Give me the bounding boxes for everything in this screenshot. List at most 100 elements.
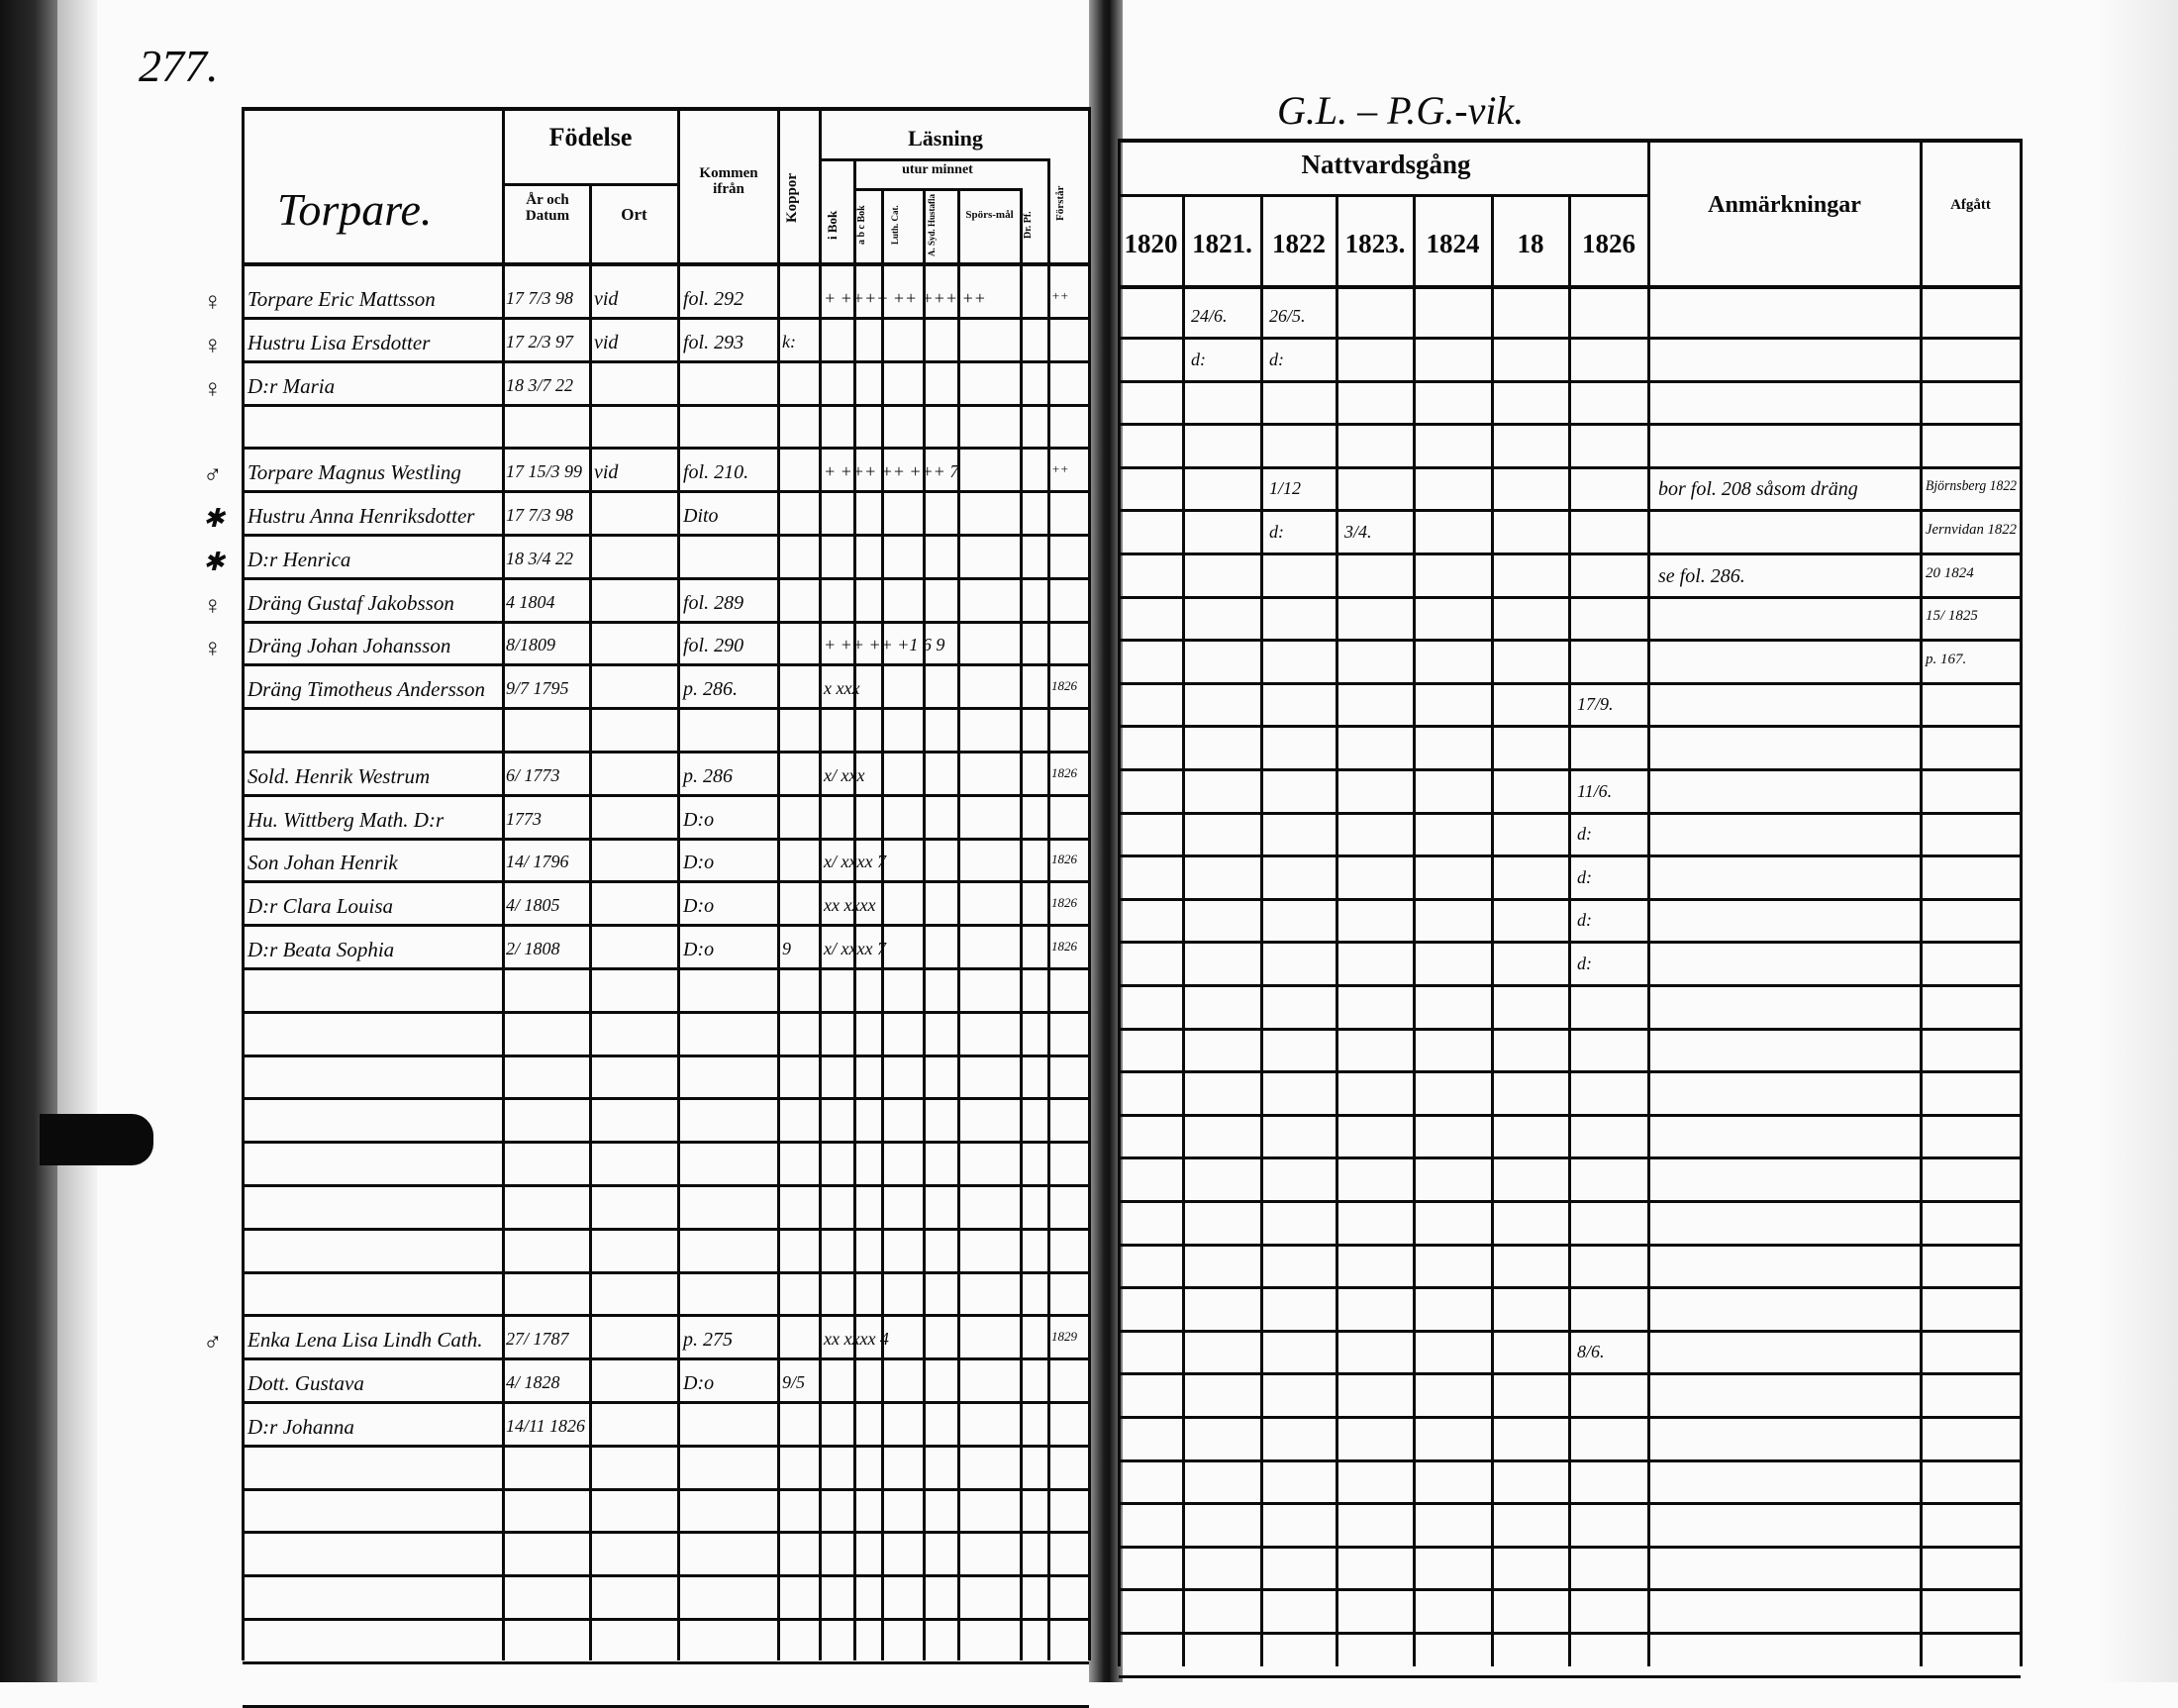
- row-line: [243, 1401, 1089, 1404]
- scan-edge-left: [0, 0, 57, 1682]
- row-line: [243, 1487, 1089, 1491]
- row-mark: ♀: [203, 287, 223, 316]
- binding-tab: [40, 1114, 153, 1165]
- row-line: [1119, 1027, 2021, 1031]
- reading-marks: xx xxxx: [824, 895, 876, 916]
- birth-date: 17 7/3 98: [506, 288, 574, 308]
- row-line: [1119, 1458, 2021, 1462]
- column-line: [677, 107, 680, 1660]
- row-line: [1119, 1243, 2021, 1247]
- understanding-mark: 1826: [1051, 678, 1077, 694]
- row-line: [1119, 465, 2021, 469]
- person-name: Hu. Wittberg Math. D:r: [248, 807, 445, 832]
- row-line: [243, 490, 1089, 494]
- birth-date: 17 15/3 99: [506, 461, 583, 482]
- header-nattvardsgang: Nattvardsgång: [1301, 150, 1471, 179]
- communion-date: d:: [1269, 522, 1284, 542]
- reading-marks: + +++ ++ +++ 7: [824, 461, 959, 482]
- row-line: [243, 924, 1089, 928]
- header-sporsmal: Spörs-mål: [965, 209, 1014, 221]
- row-mark: ✱: [203, 547, 225, 576]
- row-line: [243, 576, 1089, 580]
- row-mark: ♀: [203, 634, 223, 663]
- person-name: Dräng Gustaf Jakobsson: [248, 590, 454, 615]
- birth-date: 4 1804: [506, 591, 555, 612]
- birth-date: 2/ 1808: [506, 939, 560, 958]
- header-year: 1822: [1272, 229, 1326, 258]
- birth-date: 8/1809: [506, 635, 556, 655]
- moved-from: p. 286.: [683, 678, 738, 701]
- person-name: Hustru Lisa Ersdotter: [248, 330, 431, 354]
- header-utur-minnet: utur minnet: [902, 162, 973, 177]
- table-border-top: [1119, 139, 2021, 143]
- column-line: [1088, 107, 1091, 1660]
- scan-edge-right: [2099, 0, 2178, 1682]
- row-mark: ♀: [203, 590, 223, 620]
- row-line: [1119, 1286, 2021, 1290]
- row-mark: ♂: [203, 460, 223, 490]
- column-line: [1182, 194, 1185, 1666]
- row-line: [243, 1704, 1089, 1708]
- row-line: [1119, 1632, 2021, 1635]
- communion-date: 1/12: [1269, 478, 1302, 499]
- moved-from: D:o: [683, 808, 715, 831]
- page-title: Torpare.: [277, 184, 433, 235]
- row-line: [1119, 768, 2021, 771]
- row-line: [243, 837, 1089, 841]
- table-border-top: [243, 107, 1089, 111]
- row-line: [1119, 509, 2021, 513]
- header-i-bok: i Bok: [825, 210, 840, 240]
- column-line: [502, 107, 505, 1660]
- moved-from: Dito: [683, 505, 719, 527]
- birth-place: vid: [594, 461, 619, 484]
- row-line: [1119, 423, 2021, 427]
- person-name: Sold. Henrik Westrum: [248, 763, 431, 788]
- column-line: [2020, 139, 2023, 1666]
- row-line: [1119, 1113, 2021, 1117]
- row-line: [1119, 1674, 2021, 1678]
- departure-note: 20 1824: [1926, 564, 1974, 581]
- communion-date: 8/6.: [1577, 1342, 1605, 1362]
- row-line: [243, 1618, 1089, 1621]
- smallpox-mark: k:: [782, 331, 796, 352]
- birth-date: 4/ 1805: [506, 895, 560, 916]
- reading-marks: xx xxxx 4: [824, 1329, 889, 1350]
- row-line: [243, 880, 1089, 884]
- moved-from: fol. 293: [683, 331, 744, 353]
- book-gutter: [1089, 0, 1123, 1682]
- row-line: [243, 620, 1089, 624]
- moved-from: D:o: [683, 852, 715, 874]
- row-line: [1119, 1545, 2021, 1549]
- departure-note: Jernvidan 1822: [1926, 522, 2017, 538]
- header-anmarkningar: Anmärkningar: [1708, 192, 1861, 218]
- header-bottom: [243, 262, 1089, 266]
- moved-from: p. 286: [683, 764, 733, 787]
- person-name: D:r Johanna: [248, 1414, 354, 1439]
- row-line: [1119, 553, 2021, 555]
- row-line: [243, 1531, 1089, 1535]
- smallpox-mark: 9: [782, 939, 791, 958]
- row-line: [243, 967, 1089, 970]
- birth-place: vid: [594, 331, 619, 353]
- communion-date: 3/4.: [1344, 522, 1372, 542]
- birth-date: 6/ 1773: [506, 764, 560, 785]
- communion-date: d:: [1577, 866, 1592, 887]
- remark: bor fol. 208 såsom dräng: [1658, 478, 1858, 501]
- smallpox-mark: 9/5: [782, 1372, 806, 1392]
- person-name: Dräng Timotheus Andersson: [248, 677, 485, 702]
- communion-date: d:: [1269, 349, 1284, 369]
- row-mark: ♂: [203, 1328, 223, 1357]
- header-year: 1826: [1582, 229, 1635, 258]
- header-year: 1820: [1124, 229, 1178, 258]
- header-luth-cat: Luth. Cat.: [890, 205, 900, 245]
- row-mark: ♀: [203, 373, 223, 403]
- row-mark: ♀: [203, 330, 223, 359]
- moved-from: D:o: [683, 895, 715, 918]
- row-line: [1119, 1200, 2021, 1203]
- header-afgatt: Afgått: [1950, 197, 1991, 213]
- header-fodelse: Födelse: [548, 123, 633, 151]
- row-line: [243, 359, 1089, 363]
- column-line: [819, 107, 822, 1660]
- reading-marks: + ++++ ++ +++ ++: [824, 288, 986, 308]
- departure-note: p. 167.: [1926, 651, 1967, 667]
